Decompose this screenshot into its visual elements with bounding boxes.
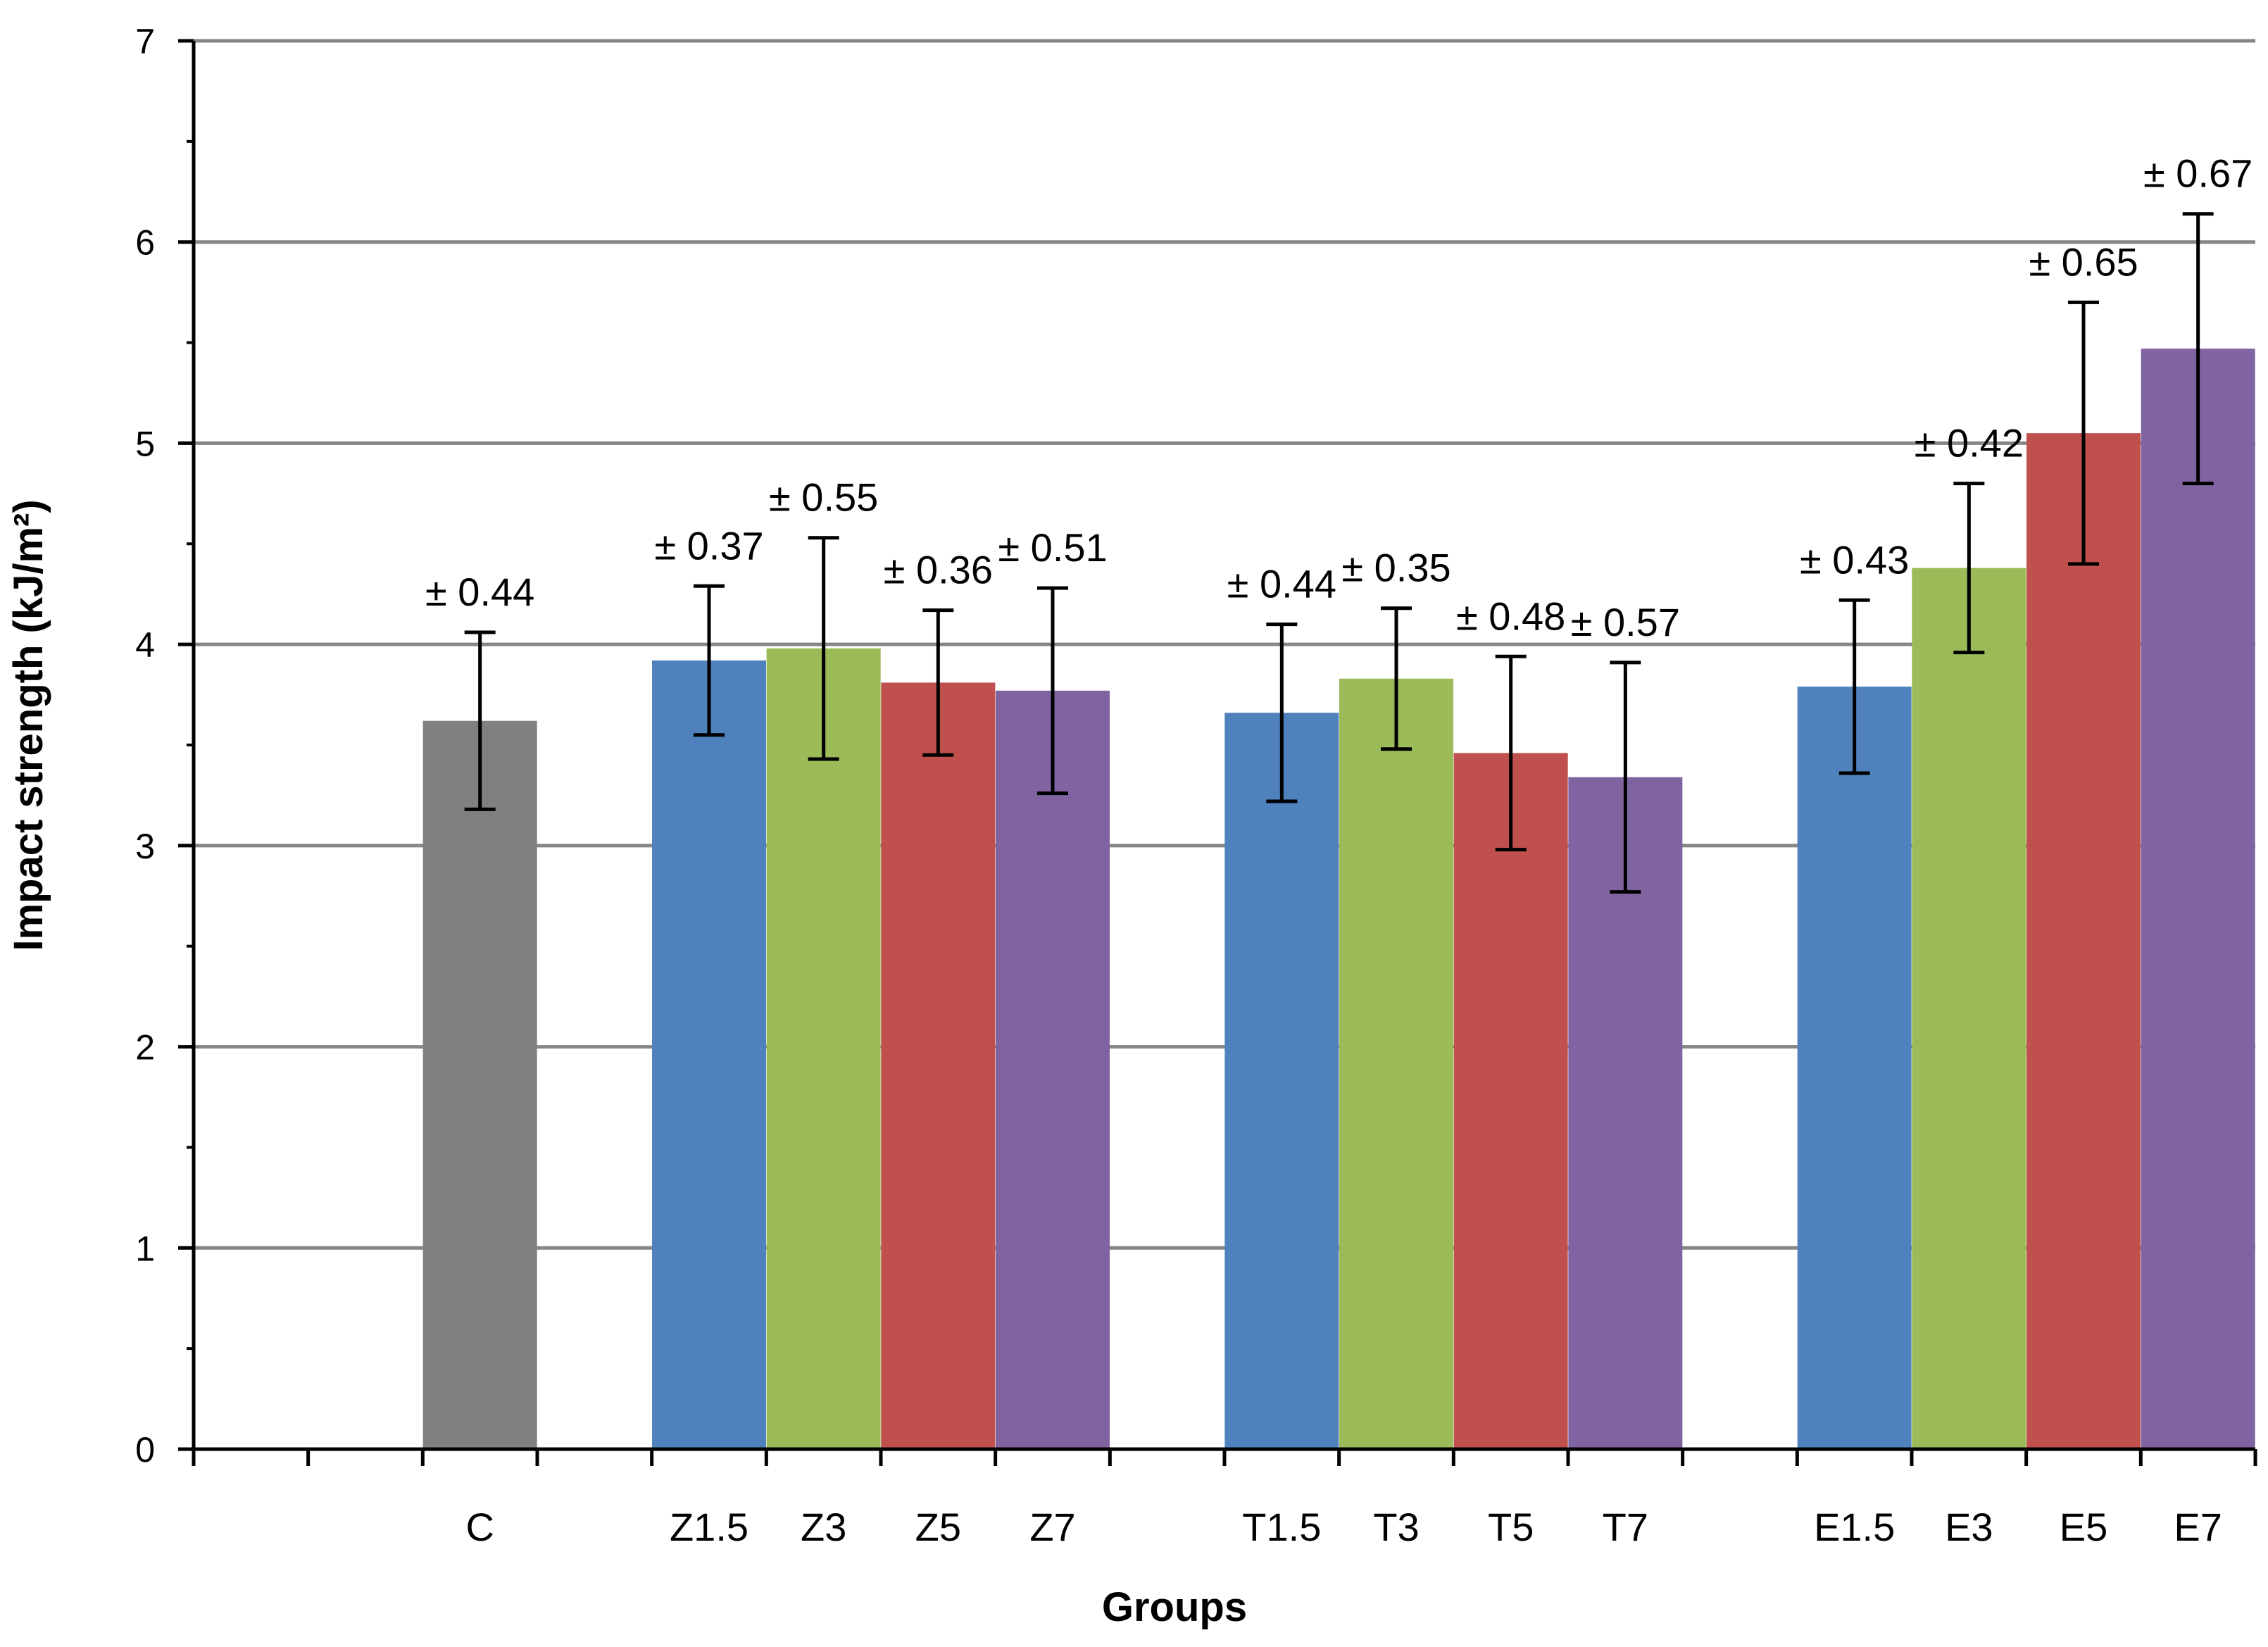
bar-E7 [2141,349,2255,1450]
error-label: ± 0.65 [2029,239,2138,284]
bars [422,349,2255,1450]
bar-C [422,720,537,1449]
error-label: ± 0.57 [1571,600,1680,644]
x-axis-title: Groups [1102,1584,1247,1630]
bar-Z7 [996,690,1110,1449]
x-tick-label: Z1.5 [670,1505,748,1549]
y-tick-label: 7 [135,22,155,61]
error-label: ± 0.48 [1456,594,1565,638]
x-tick-label: T3 [1373,1505,1419,1549]
x-tick-label: E1.5 [1814,1505,1895,1549]
x-tick-label: T1.5 [1242,1505,1321,1549]
x-tick-label: T5 [1488,1505,1534,1549]
error-label: ± 0.51 [998,525,1107,570]
labels: 0 1 2 3 4 5 6 7 ± 0.44 C ± 0.37 Z1.5 ± 0.55 Z3 ± 0.36 Z… [135,22,2253,1549]
bar-E1.5 [1797,687,1912,1450]
error-label: ± 0.44 [425,570,534,614]
error-label: ± 0.55 [769,475,878,520]
error-label: ± 0.44 [1227,562,1336,606]
bar-Z1.5 [652,660,766,1449]
axes [178,39,2257,1466]
bar-E5 [2026,433,2141,1450]
x-tick-label: Z7 [1029,1505,1075,1549]
x-tick-label: T7 [1603,1505,1648,1549]
bar-T5 [1453,753,1568,1449]
gridlines [194,39,2255,1250]
error-label: ± 0.35 [1341,546,1451,590]
x-tick-label: C [465,1505,494,1549]
y-tick-label: 2 [135,1028,155,1067]
bar-Z3 [766,648,881,1449]
bar-E3 [1912,568,2026,1449]
bar-T1.5 [1224,713,1339,1450]
y-tick-label: 1 [135,1229,155,1268]
x-tick-label: Z3 [801,1505,846,1549]
bar-Z5 [881,682,996,1449]
x-tick-label: E5 [2060,1505,2108,1549]
error-label: ± 0.37 [654,523,763,568]
error-bars [464,212,2214,894]
y-tick-label: 0 [135,1430,155,1470]
error-label: ± 0.67 [2143,151,2253,196]
x-tick-label: E3 [1945,1505,1993,1549]
error-label: ± 0.43 [1800,537,1909,582]
y-tick-label: 3 [135,827,155,866]
x-tick-label: E7 [2174,1505,2222,1549]
y-tick-label: 4 [135,625,155,665]
x-tick-label: Z5 [915,1505,961,1549]
y-tick-label: 6 [135,223,155,263]
error-label: ± 0.42 [1915,421,2024,465]
y-axis-title: Impact strength (kJ/m²) [6,499,51,951]
bar-T3 [1339,678,1453,1449]
error-label: ± 0.36 [884,548,993,592]
y-tick-label: 5 [135,424,155,463]
